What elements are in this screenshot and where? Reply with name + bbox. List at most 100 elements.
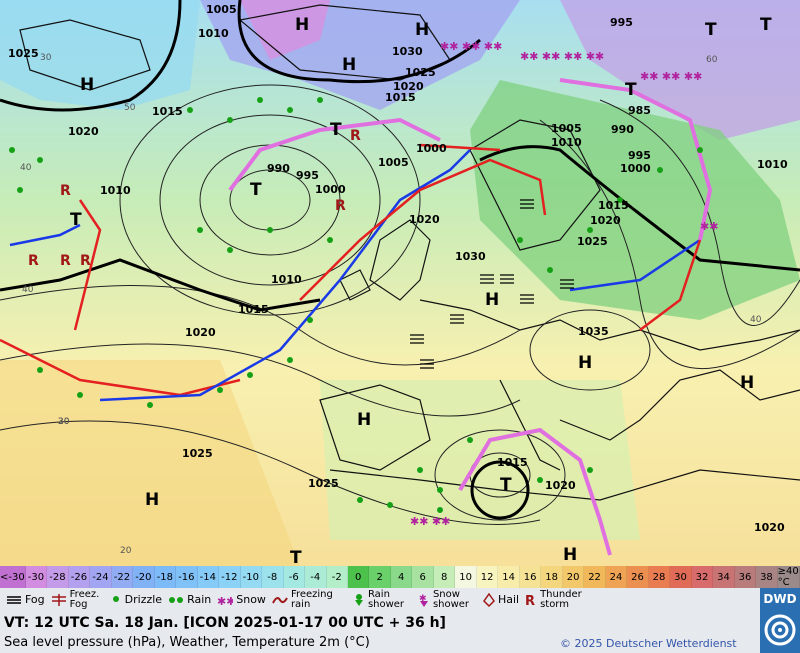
svg-text:1015: 1015 (152, 105, 183, 118)
isobars (0, 84, 800, 525)
svg-text:R: R (350, 128, 361, 144)
temperature-scale-item: -6 (283, 566, 306, 588)
high-balkans: H (578, 353, 592, 373)
legend-freezing-rain: Freezing rain (272, 590, 347, 610)
temperature-scale-item: -28 (47, 566, 69, 588)
temperature-scale-item: 36 (734, 566, 757, 588)
svg-text:1015: 1015 (598, 199, 629, 212)
temperature-scale-item: 10 (455, 566, 477, 588)
svg-text:1010: 1010 (551, 136, 582, 149)
svg-text:1005: 1005 (206, 3, 237, 16)
map-info-panel: VT: 12 UTC Sa. 18 Jan. [ICON 2025-01-17 … (0, 612, 760, 653)
pressure-centres: H H H H T T T T T T H H H H T H H T (70, 15, 772, 566)
svg-text:1015: 1015 (497, 456, 528, 469)
coastlines (19, 4, 800, 501)
temperature-scale-item: 24 (605, 566, 628, 588)
scandinavia (469, 119, 601, 251)
occlusion-scandinavia (559, 78, 713, 241)
svg-text:50: 50 (124, 103, 136, 113)
svg-text:✱: ✱ (419, 594, 427, 604)
legend-snow: ✱✱ Snow (217, 593, 266, 606)
svg-text:1020: 1020 (393, 80, 424, 93)
rain-icon (169, 597, 184, 603)
high-greenland-3: H (415, 20, 429, 40)
isobar-labels: 1005 1010 1025 995 1030 1025 1020 1015 1… (8, 3, 788, 534)
svg-text:✱✱: ✱✱ (700, 220, 718, 233)
svg-text:1015: 1015 (238, 303, 269, 316)
dwd-logo[interactable]: DWD (760, 588, 800, 653)
svg-text:1030: 1030 (392, 45, 423, 58)
svg-text:R: R (525, 594, 535, 607)
svg-text:1010: 1010 (100, 184, 131, 197)
legend-fog: Fog (6, 594, 45, 606)
high-north-africa: H (563, 545, 577, 565)
high-azores: H (145, 490, 159, 510)
svg-text:1025: 1025 (182, 447, 213, 460)
high-east: H (740, 373, 754, 393)
svg-text:40: 40 (22, 285, 34, 295)
warm-front-atlantic (0, 338, 241, 397)
valid-time: VT: 12 UTC Sa. 18 Jan. [ICON 2025-01-17 … (4, 615, 446, 631)
snow-icon: ✱✱ (217, 595, 233, 606)
high-iberia: H (357, 410, 371, 430)
temperature-scale-item: -10 (240, 566, 263, 588)
svg-text:1000: 1000 (416, 142, 447, 155)
warm-airmass-atlantic (0, 360, 300, 566)
iberia (319, 384, 431, 471)
high-atlantic-north: H (80, 75, 94, 95)
temperature-scale-item: 26 (627, 566, 649, 588)
svg-text:1005: 1005 (551, 122, 582, 135)
british-isles (369, 219, 431, 301)
temperature-scale-item: 20 (562, 566, 585, 588)
svg-text:990: 990 (611, 123, 634, 136)
high-central-europe: H (485, 290, 499, 310)
svg-text:20: 20 (120, 546, 132, 556)
temperature-scale-item: 30 (670, 566, 692, 588)
svg-text:60: 60 (706, 55, 718, 65)
temperature-scale-item: 22 (584, 566, 606, 588)
cold-front-atlantic (99, 149, 471, 402)
svg-text:R: R (60, 253, 71, 269)
svg-text:1025: 1025 (405, 66, 436, 79)
temperature-scale-item: -24 (90, 566, 112, 588)
low-arctic-2: T (760, 15, 772, 35)
temperature-scale-item: 28 (648, 566, 671, 588)
thunderstorm-symbols: RR R R RR (28, 128, 361, 269)
cool-airmass-continent (470, 80, 800, 320)
temperature-scale-item: -8 (262, 566, 284, 588)
svg-text:1015: 1015 (385, 91, 416, 104)
warm-front-east (639, 239, 702, 331)
svg-text:1025: 1025 (308, 477, 339, 490)
legend-rain-shower: Rain shower (353, 590, 412, 610)
temperature-scale: <-30 -30 -28 -26 -24 -22 -20 -18 -16 -14 -12 -10 -8-… (0, 566, 800, 588)
dwd-logo-text: DWD (763, 592, 797, 606)
svg-text:995: 995 (610, 16, 633, 29)
temperature-scale-item: -16 (176, 566, 198, 588)
svg-text:990: 990 (267, 162, 290, 175)
temperature-scale-item: 2 (369, 566, 391, 588)
temperature-scale-item: -4 (305, 566, 327, 588)
high-greenland-2: H (342, 55, 356, 75)
svg-text:995: 995 (296, 169, 319, 182)
temperature-scale-item: -18 (154, 566, 177, 588)
low-west: T (70, 210, 82, 230)
temperature-scale-item: -22 (111, 566, 134, 588)
svg-text:R: R (28, 253, 39, 269)
rain-shower-icon (354, 594, 363, 606)
temperature-scale-item: -26 (68, 566, 91, 588)
snow-shower-icon: ✱ (419, 594, 428, 607)
svg-text:20: 20 (58, 417, 70, 427)
svg-text:1000: 1000 (620, 162, 651, 175)
low-iceland: T (330, 120, 342, 140)
copyright-link[interactable]: © 2025 Deutscher Wetterdienst (560, 637, 737, 650)
temperature-scale-item: 34 (713, 566, 735, 588)
occlusion-mediterranean (458, 427, 612, 556)
rain-symbols (9, 97, 703, 513)
svg-text:✱✱ ✱✱ ✱✱: ✱✱ ✱✱ ✱✱ (640, 70, 702, 83)
low-arctic: T (705, 20, 717, 40)
temperature-scale-item: 32 (691, 566, 714, 588)
legend-freezing-fog: Freez. Fog (51, 590, 104, 610)
temperature-scale-item: 38 (756, 566, 778, 588)
svg-text:1010: 1010 (271, 273, 302, 286)
legend-thunderstorm: R Thunder storm (525, 589, 582, 610)
